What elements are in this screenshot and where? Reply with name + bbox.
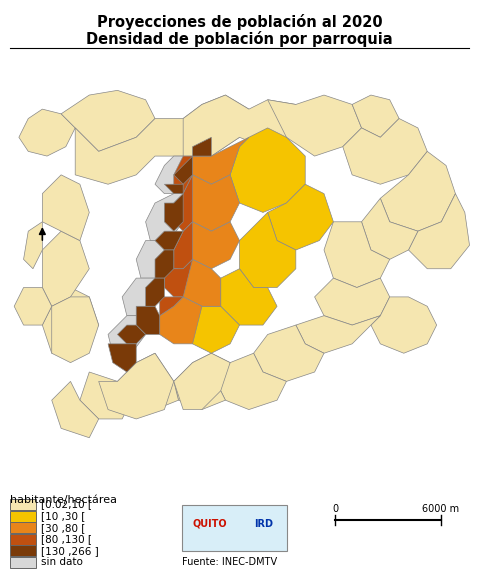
Text: habitante/hectárea: habitante/hectárea [10,495,116,506]
Polygon shape [230,128,305,213]
Polygon shape [122,278,160,316]
Polygon shape [324,222,390,287]
Polygon shape [42,175,89,241]
Polygon shape [240,213,296,287]
Polygon shape [146,278,164,306]
Polygon shape [315,278,390,325]
Polygon shape [108,344,136,372]
Polygon shape [42,287,99,353]
Polygon shape [155,250,174,278]
Polygon shape [174,175,193,231]
Polygon shape [183,175,240,231]
Text: [0.02,10 [: [0.02,10 [ [41,499,91,510]
Polygon shape [174,353,230,410]
Text: Fuente: INEC-DMTV: Fuente: INEC-DMTV [182,557,277,567]
Polygon shape [268,184,333,250]
Polygon shape [183,306,240,353]
Bar [10,499,36,510]
Polygon shape [52,297,99,363]
Text: QUITO: QUITO [193,519,227,529]
Bar [10,522,36,533]
Bar [10,557,36,568]
Polygon shape [136,306,160,335]
Polygon shape [253,325,324,381]
Polygon shape [42,231,89,306]
Text: [30 ,80 [: [30 ,80 [ [41,523,85,533]
Polygon shape [160,297,202,344]
Text: [130 ,266 ]: [130 ,266 ] [41,545,99,556]
Text: [10 ,30 [: [10 ,30 [ [41,511,85,521]
Polygon shape [52,381,99,438]
Polygon shape [146,194,183,241]
Polygon shape [99,353,174,419]
Polygon shape [80,372,132,419]
Polygon shape [343,119,427,184]
Polygon shape [19,109,75,156]
Polygon shape [164,184,183,194]
Polygon shape [193,137,211,156]
Polygon shape [14,287,52,325]
Polygon shape [221,268,277,325]
Polygon shape [155,156,193,194]
Text: [80 ,130 [: [80 ,130 [ [41,534,91,544]
Polygon shape [352,95,399,137]
Text: IRD: IRD [254,519,273,529]
Polygon shape [183,95,305,156]
Polygon shape [136,241,174,278]
Polygon shape [380,152,456,231]
Text: Proyecciones de población al 2020: Proyecciones de población al 2020 [97,14,382,30]
Polygon shape [216,353,286,410]
Bar [10,545,36,556]
Polygon shape [23,222,42,268]
Bar [10,534,36,544]
Polygon shape [183,222,240,268]
Polygon shape [174,353,230,410]
Text: Densidad de población por parroquia: Densidad de población por parroquia [86,31,393,47]
Bar [10,511,36,522]
Polygon shape [164,259,193,297]
Text: sin dato: sin dato [41,557,82,567]
Polygon shape [174,259,221,306]
Polygon shape [61,91,155,152]
Polygon shape [108,316,146,353]
Polygon shape [371,297,437,353]
Polygon shape [193,137,249,184]
Polygon shape [362,198,418,259]
Polygon shape [117,353,179,410]
Polygon shape [296,316,380,353]
Polygon shape [75,95,249,184]
Text: 6000 m: 6000 m [422,504,459,514]
Text: 0: 0 [332,504,338,514]
Polygon shape [164,194,183,231]
Polygon shape [160,297,183,316]
Polygon shape [117,325,146,344]
Polygon shape [174,156,193,184]
Polygon shape [155,231,183,250]
Polygon shape [174,156,193,194]
Polygon shape [409,194,469,268]
Polygon shape [268,95,362,156]
Polygon shape [174,222,193,268]
